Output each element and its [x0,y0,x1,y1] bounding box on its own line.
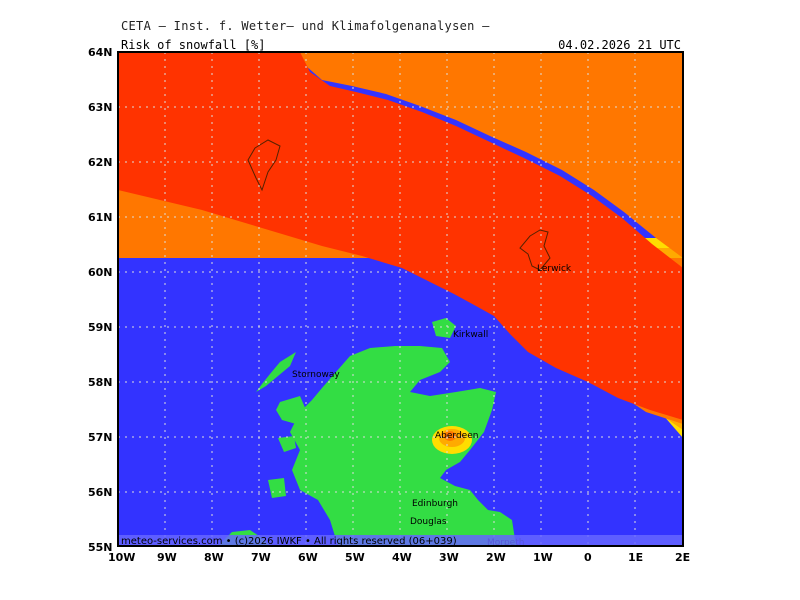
header-divider [118,51,683,52]
lat-label-55n: 55N [88,541,113,554]
city-label-edinburgh: Edinburgh [412,499,458,509]
lat-label-57n: 57N [88,431,113,444]
copyright-footer: meteo-services.com • (c)2026 IWKF • All … [121,536,457,547]
graticule [118,52,683,546]
lon-label-4w: 4W [392,551,412,564]
lon-label-2w: 2W [486,551,506,564]
city-label-lerwick: Lerwick [537,264,572,274]
lon-label-6w: 6W [298,551,318,564]
lat-label-64n: 64N [88,46,113,59]
map-frame [117,51,684,547]
mull-land [278,436,296,452]
lat-label-59n: 59N [88,321,113,334]
map-title: CETA — Inst. f. Wetter— und Klimafolgena… [121,19,490,33]
faroe-outline [247,139,281,192]
footer-bar [118,535,683,546]
city-label-kirkwall: Kirkwall [453,330,488,340]
orkney-land [432,318,456,338]
valid-datetime: 04.02.2026 21 UTC [558,38,681,52]
parameter-label: Risk_of_snowfall_[%] [121,38,266,52]
lon-label-5w: 5W [345,551,365,564]
lat-label-63n: 63N [88,101,113,114]
shetland-outline [519,229,551,271]
lat-axis: 64N 63N 62N 61N 60N 59N 58N 57N 56N 55N [88,46,113,554]
scotland-land [290,346,516,546]
lat-label-60n: 60N [88,266,113,279]
risk-band-orange-south [118,184,683,424]
city-label-douglas: Douglas [410,517,447,527]
islay-land [268,478,286,498]
lat-label-58n: 58N [88,376,113,389]
lon-label-10w: 10W [108,551,135,564]
lat-label-62n: 62N [88,156,113,169]
city-label-aberdeen: Aberdeen [435,431,478,441]
lon-label-3w: 3W [439,551,459,564]
lat-label-56n: 56N [88,486,113,499]
lon-label-7w: 7W [251,551,271,564]
lat-label-61n: 61N [88,211,113,224]
risk-band-orange [118,52,683,258]
lon-label-9w: 9W [157,551,177,564]
lon-label-2e: 2E [675,551,690,564]
skye-land [276,396,306,424]
lon-label-1e: 1E [628,551,643,564]
lon-axis: 10W 9W 8W 7W 6W 5W 4W 3W 2W 1W 0 1E 2E [108,551,690,564]
city-label-stornoway: Stornoway [292,370,340,380]
lon-label-1w: 1W [533,551,553,564]
lon-label-0: 0 [584,551,592,564]
lon-label-8w: 8W [204,551,224,564]
